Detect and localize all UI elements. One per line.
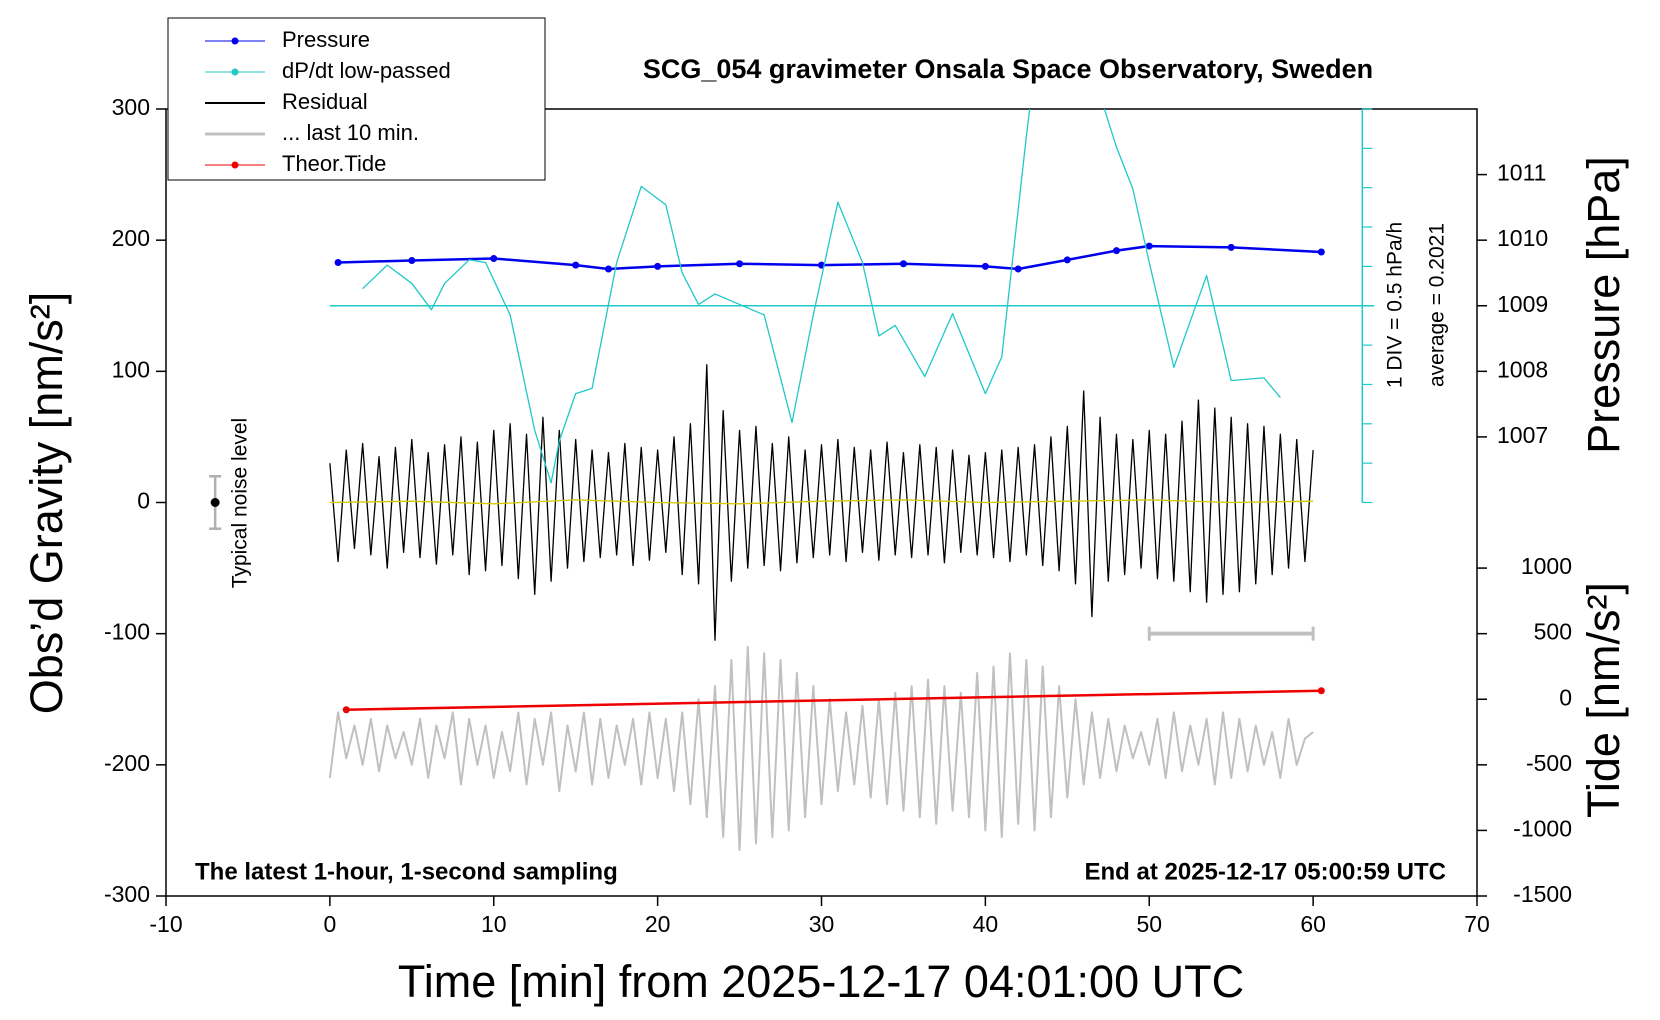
y-tick-label: -100 (104, 619, 150, 645)
series-marker (1063, 256, 1071, 264)
x-tick-label: 60 (1300, 911, 1326, 937)
x-axis-label: Time [min] from 2025-12-17 04:01:00 UTC (398, 956, 1244, 1007)
y-tick-label: 0 (137, 488, 150, 514)
y3-tick-label: -1000 (1513, 815, 1572, 841)
x-tick-label: 40 (973, 911, 999, 937)
noise-point (210, 498, 220, 507)
y2-tick-label: 1011 (1497, 160, 1546, 186)
y3-axis-label: Tide [nm/s²] (1578, 582, 1629, 818)
annotation: average = 0.2021 (1426, 223, 1449, 387)
plot-area (328, 109, 1325, 852)
y2-tick-label: 1009 (1497, 291, 1548, 317)
legend-box (167, 17, 546, 181)
y2-tick-label: 1010 (1497, 225, 1548, 251)
y2-tick-label: 1007 (1497, 422, 1548, 448)
y2-tick-label: 1008 (1497, 356, 1548, 382)
series-marker (334, 258, 342, 266)
annotation: The latest 1-hour, 1-second sampling (195, 858, 618, 885)
y-axis-label: Obs’d Gravity [nm/s²] (21, 292, 72, 715)
series-marker (490, 255, 498, 263)
y3-tick-label: 1000 (1521, 553, 1572, 579)
y3-tick-label: -500 (1526, 750, 1572, 776)
y-tick-label: 200 (112, 225, 150, 251)
series-marker (342, 706, 350, 714)
series-marker (604, 265, 612, 273)
legend-marker (231, 161, 239, 169)
legend-label: dP/dt low-passed (282, 58, 451, 83)
y2-axis-label: Pressure [hPa] (1578, 156, 1629, 454)
annotation: 1 DIV = 0.5 hPa/h (1384, 222, 1407, 388)
y-tick-label: -300 (104, 881, 150, 907)
y3-tick-label: 0 (1559, 684, 1572, 710)
x-tick-label: 10 (481, 911, 507, 937)
series-line (328, 645, 1314, 852)
series-marker (899, 260, 907, 268)
x-tick-label: 70 (1464, 911, 1490, 937)
legend-label: Pressure (282, 27, 370, 52)
series-marker (1014, 265, 1022, 273)
series-marker (1227, 243, 1235, 251)
legend-label: Theor.Tide (282, 151, 386, 176)
series-line (362, 109, 1281, 484)
series-marker (572, 261, 580, 269)
series-line (329, 364, 1314, 641)
series-marker (1145, 242, 1153, 250)
series-marker (1317, 248, 1325, 256)
legend-marker (231, 37, 239, 45)
series-line (329, 499, 1314, 505)
y3-tick-label: 500 (1534, 619, 1572, 645)
legend-label: Residual (282, 89, 368, 114)
y3-tick-label: -1500 (1513, 881, 1572, 907)
y-tick-label: 300 (112, 94, 150, 120)
series-line (338, 244, 1322, 271)
y-tick-label: -200 (104, 750, 150, 776)
series-marker (1317, 687, 1325, 695)
legend-marker (231, 68, 239, 76)
x-tick-label: -10 (149, 911, 182, 937)
legend-label: ... last 10 min. (282, 120, 419, 145)
chart-title: SCG_054 gravimeter Onsala Space Observat… (643, 54, 1373, 84)
x-tick-label: 30 (809, 911, 835, 937)
series-line (346, 689, 1322, 711)
series-marker (654, 262, 662, 270)
annotation: Typical noise level (229, 418, 252, 588)
y-tick-label: 100 (112, 356, 150, 382)
annotation: End at 2025-12-17 05:00:59 UTC (1085, 858, 1447, 885)
series-marker (736, 260, 744, 268)
x-tick-label: 50 (1136, 911, 1162, 937)
x-tick-label: 0 (323, 911, 336, 937)
series-marker (1112, 247, 1120, 255)
series-marker (981, 262, 989, 270)
x-tick-label: 20 (645, 911, 671, 937)
series-marker (408, 256, 416, 264)
